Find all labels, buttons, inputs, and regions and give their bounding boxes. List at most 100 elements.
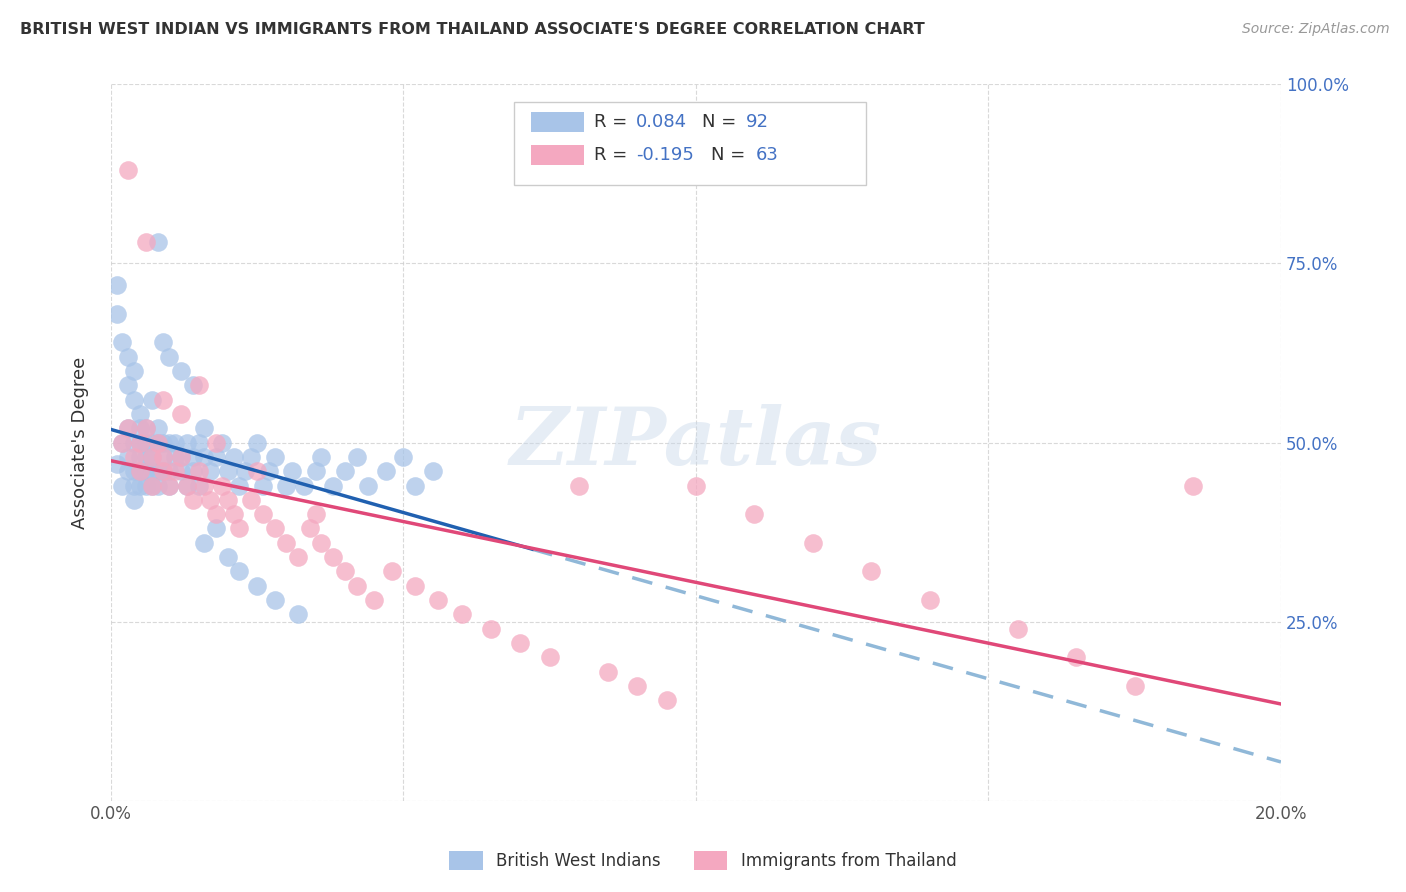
Point (744, 507, 766, 521)
Point (135, 450, 157, 464)
Point (217, 550, 239, 565)
Point (246, 435, 269, 450)
Point (152, 435, 174, 450)
Point (626, 679, 648, 693)
Point (117, 163, 139, 178)
Point (427, 593, 450, 607)
Point (193, 450, 215, 464)
Point (129, 464, 152, 478)
Point (333, 464, 356, 478)
FancyBboxPatch shape (515, 103, 866, 185)
Point (111, 335, 134, 350)
Point (333, 565, 356, 579)
Point (276, 536, 298, 550)
Point (322, 478, 344, 492)
Point (246, 464, 269, 478)
Point (181, 450, 204, 464)
Point (152, 392, 174, 407)
Point (135, 235, 157, 249)
Point (129, 435, 152, 450)
Point (165, 450, 187, 464)
Point (187, 378, 209, 392)
Point (276, 478, 298, 492)
Point (246, 579, 269, 593)
Point (655, 693, 678, 707)
Point (157, 478, 180, 492)
Point (322, 550, 344, 565)
Point (374, 464, 396, 478)
Point (392, 450, 415, 464)
Point (228, 478, 250, 492)
Point (422, 464, 444, 478)
Text: N =: N = (711, 146, 751, 164)
Text: R =: R = (595, 146, 633, 164)
Point (141, 450, 163, 464)
Point (117, 450, 139, 464)
Point (187, 435, 209, 450)
Point (152, 464, 174, 478)
Text: R =: R = (595, 113, 633, 131)
Point (146, 435, 169, 450)
Point (217, 492, 239, 507)
Point (346, 450, 368, 464)
Point (105, 307, 128, 321)
Point (240, 450, 263, 464)
Point (1007, 622, 1029, 636)
Point (357, 478, 380, 492)
Point (170, 450, 193, 464)
Point (135, 421, 157, 435)
Point (381, 565, 404, 579)
Point (165, 464, 187, 478)
Point (450, 607, 472, 622)
Point (217, 464, 239, 478)
Point (122, 492, 145, 507)
Point (157, 435, 180, 450)
Text: 63: 63 (755, 146, 779, 164)
Point (860, 565, 883, 579)
Point (141, 435, 163, 450)
Point (135, 464, 157, 478)
Point (157, 478, 180, 492)
Point (181, 464, 204, 478)
Point (1182, 478, 1205, 492)
Point (263, 521, 285, 535)
Point (122, 364, 145, 378)
Point (111, 478, 134, 492)
Point (117, 421, 139, 435)
Point (152, 335, 174, 350)
Point (200, 492, 222, 507)
Point (141, 450, 163, 464)
FancyBboxPatch shape (531, 112, 583, 132)
Text: -0.195: -0.195 (636, 146, 695, 164)
Point (141, 464, 163, 478)
Point (117, 421, 139, 435)
Point (146, 464, 169, 478)
Point (117, 464, 139, 478)
Point (176, 478, 198, 492)
Point (801, 536, 824, 550)
Point (146, 478, 169, 492)
FancyBboxPatch shape (531, 145, 583, 165)
Point (568, 478, 591, 492)
Point (1123, 679, 1146, 693)
Point (685, 478, 707, 492)
Point (346, 579, 368, 593)
Point (404, 579, 426, 593)
Point (233, 464, 256, 478)
Point (193, 421, 215, 435)
Point (404, 478, 426, 492)
Point (157, 350, 180, 364)
Point (146, 235, 169, 249)
Point (129, 478, 152, 492)
Point (117, 350, 139, 364)
Point (252, 507, 274, 521)
Point (479, 622, 502, 636)
Point (170, 364, 193, 378)
Point (129, 407, 152, 421)
Point (152, 464, 174, 478)
Point (205, 435, 228, 450)
Point (598, 665, 620, 679)
Point (135, 421, 157, 435)
Point (135, 478, 157, 492)
Point (1064, 650, 1087, 665)
